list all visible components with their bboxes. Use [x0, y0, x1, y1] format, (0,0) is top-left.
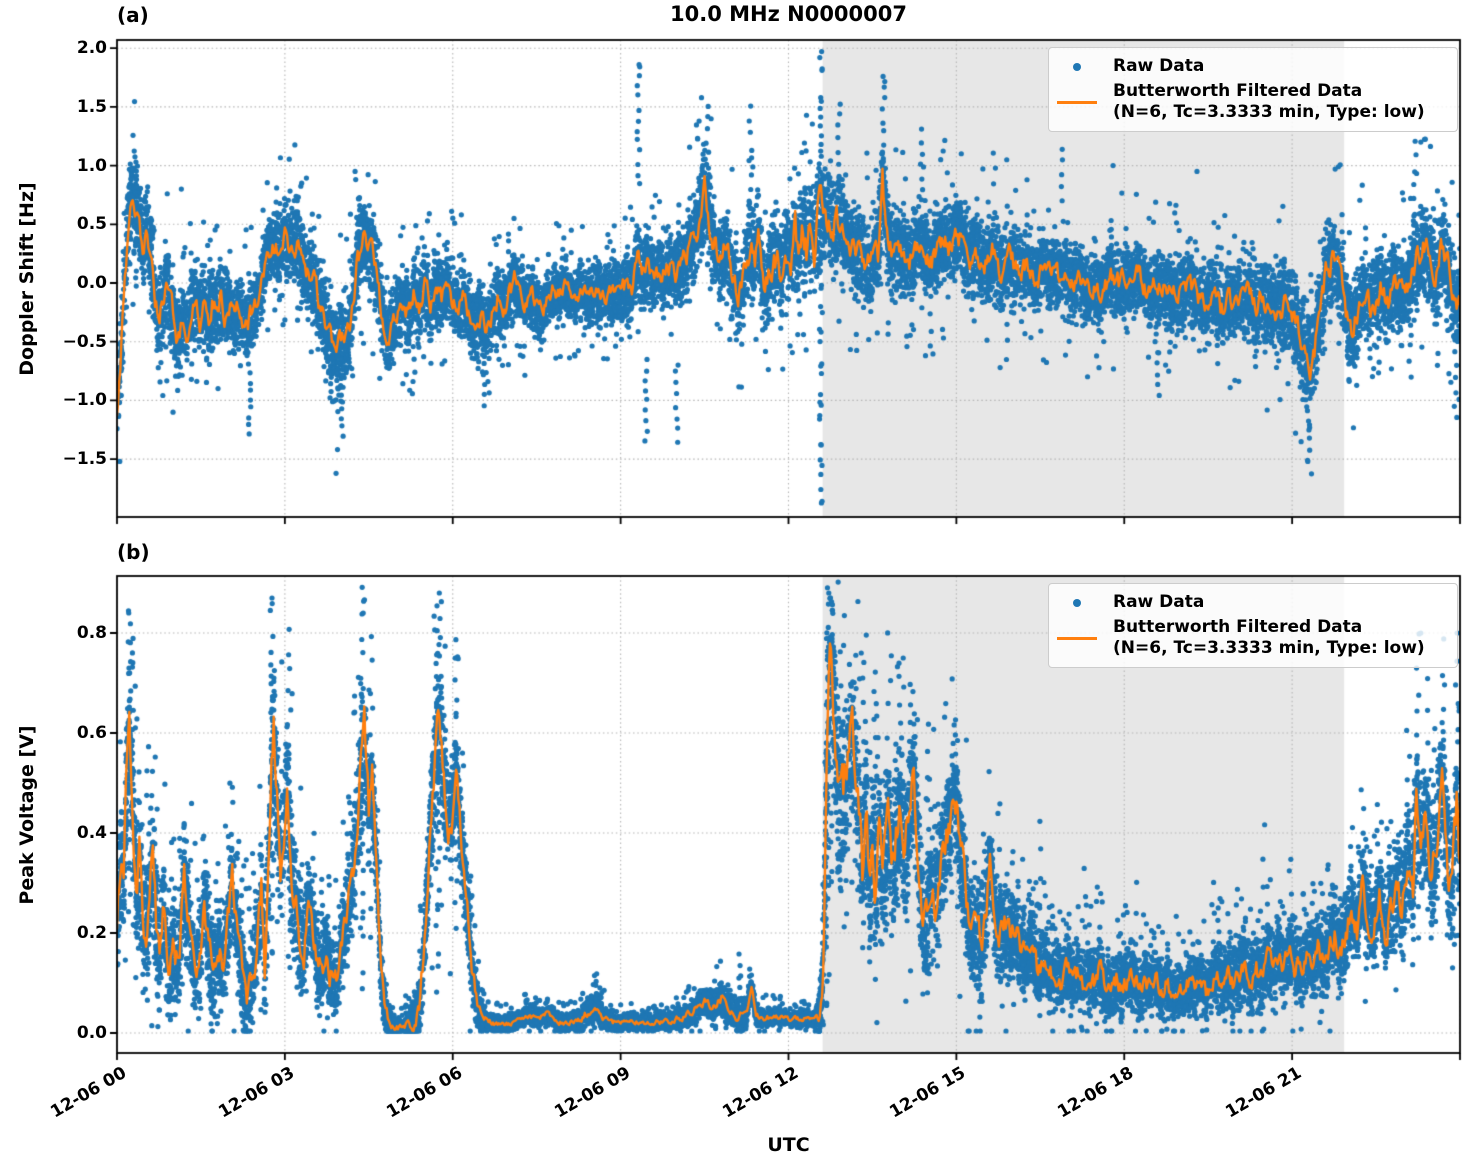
- panel-b-ylabel: Peak Voltage [V]: [16, 725, 38, 905]
- panel-b-label: (b): [117, 540, 150, 564]
- panel-a-legend: Raw Data Butterworth Filtered Data (N=6,…: [1048, 47, 1458, 132]
- legend-entry-raw: Raw Data: [1055, 56, 1447, 77]
- filtered-data-label: Butterworth Filtered Data: [1113, 81, 1363, 101]
- legend-entry-raw: Raw Data: [1055, 592, 1447, 613]
- panel-b-ytick-label: 0.6: [76, 723, 107, 743]
- filtered-data-sublabel: (N=6, Tc=3.3333 min, Type: low): [1113, 638, 1425, 658]
- raw-data-label: Raw Data: [1113, 56, 1205, 76]
- plot-title: 10.0 MHz N0000007: [670, 2, 907, 26]
- panel-a-ytick-label: −0.5: [62, 331, 107, 352]
- legend-entry-filtered: Butterworth Filtered Data (N=6, Tc=3.333…: [1055, 81, 1447, 123]
- panel-b-legend: Raw Data Butterworth Filtered Data (N=6,…: [1048, 583, 1458, 668]
- panel-b-ytick-label: 0.8: [76, 623, 107, 643]
- panel-a-ylabel: Doppler Shift [Hz]: [16, 182, 38, 376]
- legend-entry-filtered: Butterworth Filtered Data (N=6, Tc=3.333…: [1055, 617, 1447, 659]
- x-axis-label: UTC: [767, 1134, 810, 1156]
- raw-data-marker-icon: [1055, 62, 1099, 71]
- panel-a-ytick-label: 0.0: [76, 273, 107, 293]
- panel-b-ytick-label: 0.2: [76, 923, 107, 943]
- panel-b-ytick-label: 0.0: [76, 1023, 107, 1043]
- panel-a-ytick-label: 0.5: [76, 214, 107, 235]
- panel-a-label: (a): [117, 3, 149, 27]
- raw-data-label: Raw Data: [1113, 592, 1205, 612]
- filtered-data-label: Butterworth Filtered Data: [1113, 617, 1363, 637]
- panel-a-ytick-label: −1.0: [62, 390, 107, 411]
- filtered-data-marker-icon: [1055, 636, 1099, 640]
- filtered-data-marker-icon: [1055, 100, 1099, 104]
- panel-a-ytick-label: 1.5: [76, 96, 107, 117]
- panel-a-ytick-label: 2.0: [76, 38, 107, 59]
- raw-data-marker-icon: [1055, 598, 1099, 607]
- filtered-data-sublabel: (N=6, Tc=3.3333 min, Type: low): [1113, 102, 1425, 122]
- panel-a-ytick-label: −1.5: [62, 449, 107, 470]
- panel-a-ytick-label: 1.0: [76, 155, 107, 176]
- panel-b-ytick-label: 0.4: [76, 823, 107, 843]
